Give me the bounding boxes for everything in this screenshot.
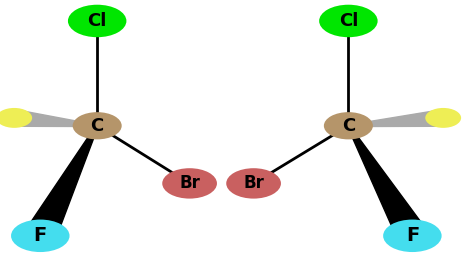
Text: F: F [406, 226, 419, 245]
Text: Br: Br [179, 174, 200, 192]
Text: Br: Br [243, 174, 264, 192]
Text: C: C [91, 117, 104, 135]
Polygon shape [13, 110, 97, 127]
Ellipse shape [425, 108, 461, 128]
Ellipse shape [162, 168, 217, 199]
Ellipse shape [0, 108, 32, 128]
Text: F: F [34, 226, 47, 245]
Ellipse shape [226, 168, 281, 199]
Ellipse shape [324, 112, 373, 139]
Ellipse shape [68, 5, 127, 37]
Text: Cl: Cl [88, 12, 107, 30]
Ellipse shape [319, 5, 378, 37]
Polygon shape [348, 110, 444, 127]
Ellipse shape [73, 112, 122, 139]
Ellipse shape [11, 220, 70, 252]
Text: C: C [342, 117, 355, 135]
Text: Cl: Cl [339, 12, 358, 30]
Ellipse shape [383, 220, 442, 252]
Polygon shape [347, 125, 426, 243]
Polygon shape [27, 125, 98, 243]
